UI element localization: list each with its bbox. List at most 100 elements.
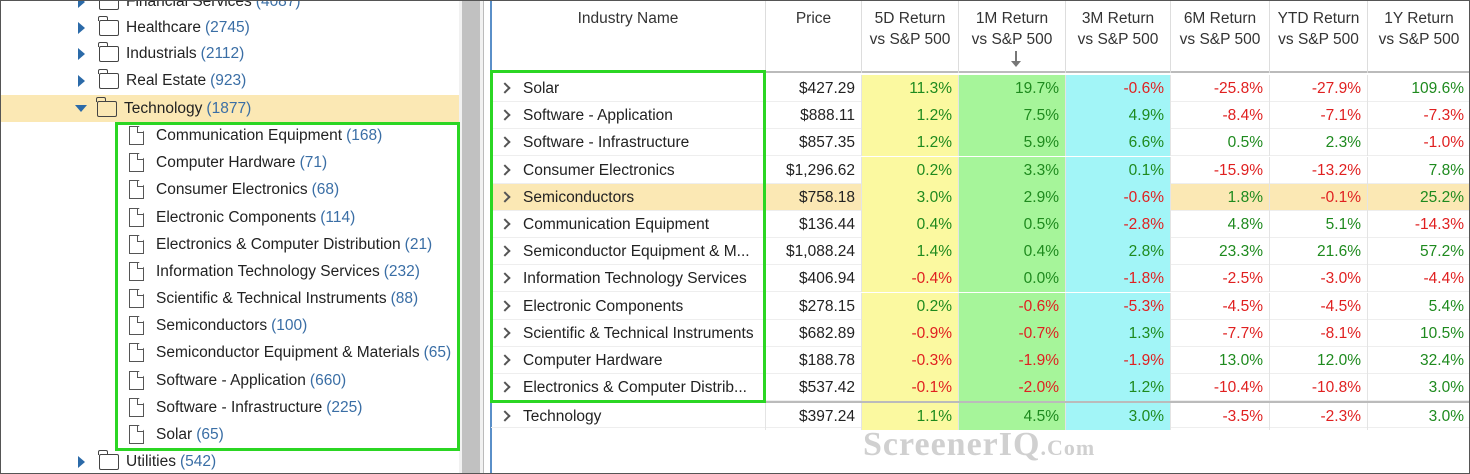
header-line-2: vs S&P 500 (971, 31, 1053, 48)
r1y-cell: 10.5% (1368, 320, 1469, 347)
r5d-cell: 11.3% (862, 75, 959, 102)
industry-name: Electronic Components (523, 297, 684, 315)
header-line-1: 6M Return (1183, 10, 1257, 27)
tree-leaf-item[interactable]: Information Technology Services (232) (1, 258, 420, 285)
table-row[interactable]: Software - Infrastructure $857.35 1.2% 5.9%… (491, 129, 1469, 157)
tree-item-label: Computer Hardware (156, 153, 296, 171)
industry-name: Semiconductors (523, 188, 635, 206)
folder-icon (99, 1, 119, 10)
table-row[interactable]: Scientific & Technical Instruments $682.8… (491, 319, 1469, 347)
tree-folder-item[interactable]: Industrials (2112) (1, 40, 244, 67)
header-line-1: Industry Name (577, 10, 679, 27)
r1y-cell: -7.3% (1368, 102, 1469, 129)
r5d-cell: 0.4% (862, 211, 959, 238)
table-row[interactable]: Computer Hardware $188.78 -0.3% -1.9% -1.9% 1… (491, 347, 1469, 374)
r3m-cell: 6.6% (1066, 129, 1171, 157)
header-line-2: vs S&P 500 (1378, 31, 1460, 48)
r5d-cell: -0.1% (862, 374, 959, 402)
tree-folder-item[interactable]: Healthcare (2745) (1, 14, 250, 41)
tree-leaf-item[interactable]: Semiconductors (100) (1, 312, 307, 339)
r5d-cell: 1.2% (862, 102, 959, 130)
caret-right-icon[interactable] (78, 47, 85, 60)
price-cell: $397.24 (766, 403, 862, 430)
column-header[interactable]: YTD Return vs S&P 500 (1270, 1, 1368, 73)
header-line-2: vs S&P 500 (869, 31, 951, 48)
table-row[interactable]: Semiconductors $758.18 3.0% 2.9% -0.6% 1.8% -0… (491, 183, 1469, 211)
tree-item-count: (4087) (255, 0, 301, 10)
header-line-1: Price (795, 10, 832, 27)
r6m-cell: -15.9% (1171, 156, 1270, 184)
r1m-cell: -2.0% (959, 374, 1066, 402)
price-cell: $1,088.24 (766, 238, 862, 266)
folder-icon (98, 41, 119, 62)
tree-item-count: (232) (383, 262, 420, 280)
tree-item-count: (65) (196, 425, 224, 443)
r3m-cell: -5.3% (1066, 292, 1171, 320)
r6m-cell: 1.8% (1171, 183, 1270, 211)
tree-leaf-item[interactable]: Software - Application (660) (1, 367, 346, 394)
r6m-cell: -7.7% (1171, 319, 1270, 347)
caret-right-icon[interactable] (78, 74, 85, 87)
r5d-cell: 0.2% (862, 156, 959, 184)
column-header[interactable]: 6M Return vs S&P 500 (1171, 1, 1270, 73)
ytd-cell: -27.9% (1270, 75, 1368, 102)
table-row[interactable]: Semiconductor Equipment & M... $1,088.24 1… (491, 238, 1469, 266)
tree-leaf-item[interactable]: Scientific & Technical Instruments (88) (1, 285, 418, 312)
price-cell: $758.18 (766, 183, 862, 211)
industry-tree: Financial Services (4087) Healthcare (2745)… (1, 0, 483, 473)
column-header[interactable]: 1M Return vs S&P 500 (959, 1, 1066, 73)
watermark-logo: ScreenerIQ.Com (863, 426, 1095, 464)
tree-item-label: Solar (156, 425, 193, 443)
table-row[interactable]: Electronics & Computer Distrib... $537.42… (491, 374, 1469, 402)
price-cell: $136.44 (766, 211, 862, 238)
tree-leaf-item[interactable]: Electronics & Computer Distribution (21) (1, 231, 432, 258)
caret-right-icon[interactable] (78, 455, 85, 468)
caret-down-icon[interactable] (75, 105, 87, 112)
r1y-cell: 25.2% (1368, 184, 1469, 211)
tree-leaf-item[interactable]: Solar (65) (1, 421, 224, 448)
table-row[interactable]: Consumer Electronics $1,296.62 0.2% 3.3% 0.1… (491, 156, 1469, 184)
tree-item-label: Industrials (126, 44, 197, 62)
column-header[interactable]: Price (766, 1, 862, 73)
tree-scrollbar-thumb[interactable] (462, 1, 480, 473)
tree-folder-item[interactable]: Real Estate (923) (1, 67, 246, 94)
tree-folder-item[interactable]: Financial Services (4087) (1, 0, 301, 15)
summary-row[interactable]: Technology $397.24 1.1% 4.5% 3.0% -3.5% -2.3% 3… (491, 401, 1469, 430)
table-row[interactable]: Solar $427.29 11.3% 19.7% -0.6% -25.8% -27.9% 1… (491, 75, 1469, 102)
tree-item-count: (168) (346, 126, 383, 144)
tree-leaf-item[interactable]: Computer Hardware (71) (1, 149, 327, 176)
tree-item-label: Real Estate (126, 71, 207, 89)
caret-right-icon[interactable] (78, 1, 85, 8)
r6m-cell: -3.5% (1171, 403, 1270, 430)
tree-leaf-item[interactable]: Electronic Components (114) (1, 204, 355, 231)
r3m-cell: -1.8% (1066, 265, 1171, 293)
file-icon (129, 343, 144, 362)
file-icon (129, 398, 144, 417)
returns-table: Industry Name Price 5D Return vs S&P 500 1M … (491, 1, 1469, 473)
tree-item-count: (88) (390, 289, 419, 307)
column-header[interactable]: 3M Return vs S&P 500 (1066, 1, 1171, 73)
tree-item-label: Technology (124, 99, 203, 117)
tree-leaf-item[interactable]: Software - Infrastructure (225) (1, 394, 362, 421)
table-row[interactable]: Information Technology Services $406.94 -0… (491, 265, 1469, 293)
ytd-cell: 12.0% (1270, 347, 1368, 374)
column-header[interactable]: 5D Return vs S&P 500 (862, 1, 959, 73)
file-icon (129, 180, 144, 199)
table-row[interactable]: Electronic Components $278.15 0.2% -0.6% -5.… (491, 292, 1469, 320)
r1m-cell: 19.7% (959, 75, 1066, 102)
column-header[interactable]: 1Y Return vs S&P 500 (1368, 1, 1469, 73)
tree-item-label: Electronic Components (156, 208, 317, 226)
tree-leaf-item[interactable]: Communication Equipment (168) (1, 122, 382, 149)
tree-folder-item[interactable]: Utilities (542) (1, 448, 216, 473)
r3m-cell: -0.6% (1066, 75, 1171, 102)
caret-right-icon[interactable] (78, 21, 85, 34)
tree-leaf-item[interactable]: Semiconductor Equipment & Materials (65) (1, 339, 451, 366)
table-row[interactable]: Communication Equipment $136.44 0.4% 0.5% -2… (491, 211, 1469, 238)
panel-divider[interactable] (483, 1, 491, 473)
tree-leaf-item[interactable]: Consumer Electronics (68) (1, 176, 339, 203)
r1m-cell: 0.5% (959, 211, 1066, 238)
tree-folder-item[interactable]: Technology (1877) (1, 95, 459, 122)
chevron-right-icon[interactable] (499, 410, 511, 422)
header-line-1: YTD Return (1277, 10, 1360, 27)
column-header[interactable]: Industry Name (491, 1, 766, 73)
